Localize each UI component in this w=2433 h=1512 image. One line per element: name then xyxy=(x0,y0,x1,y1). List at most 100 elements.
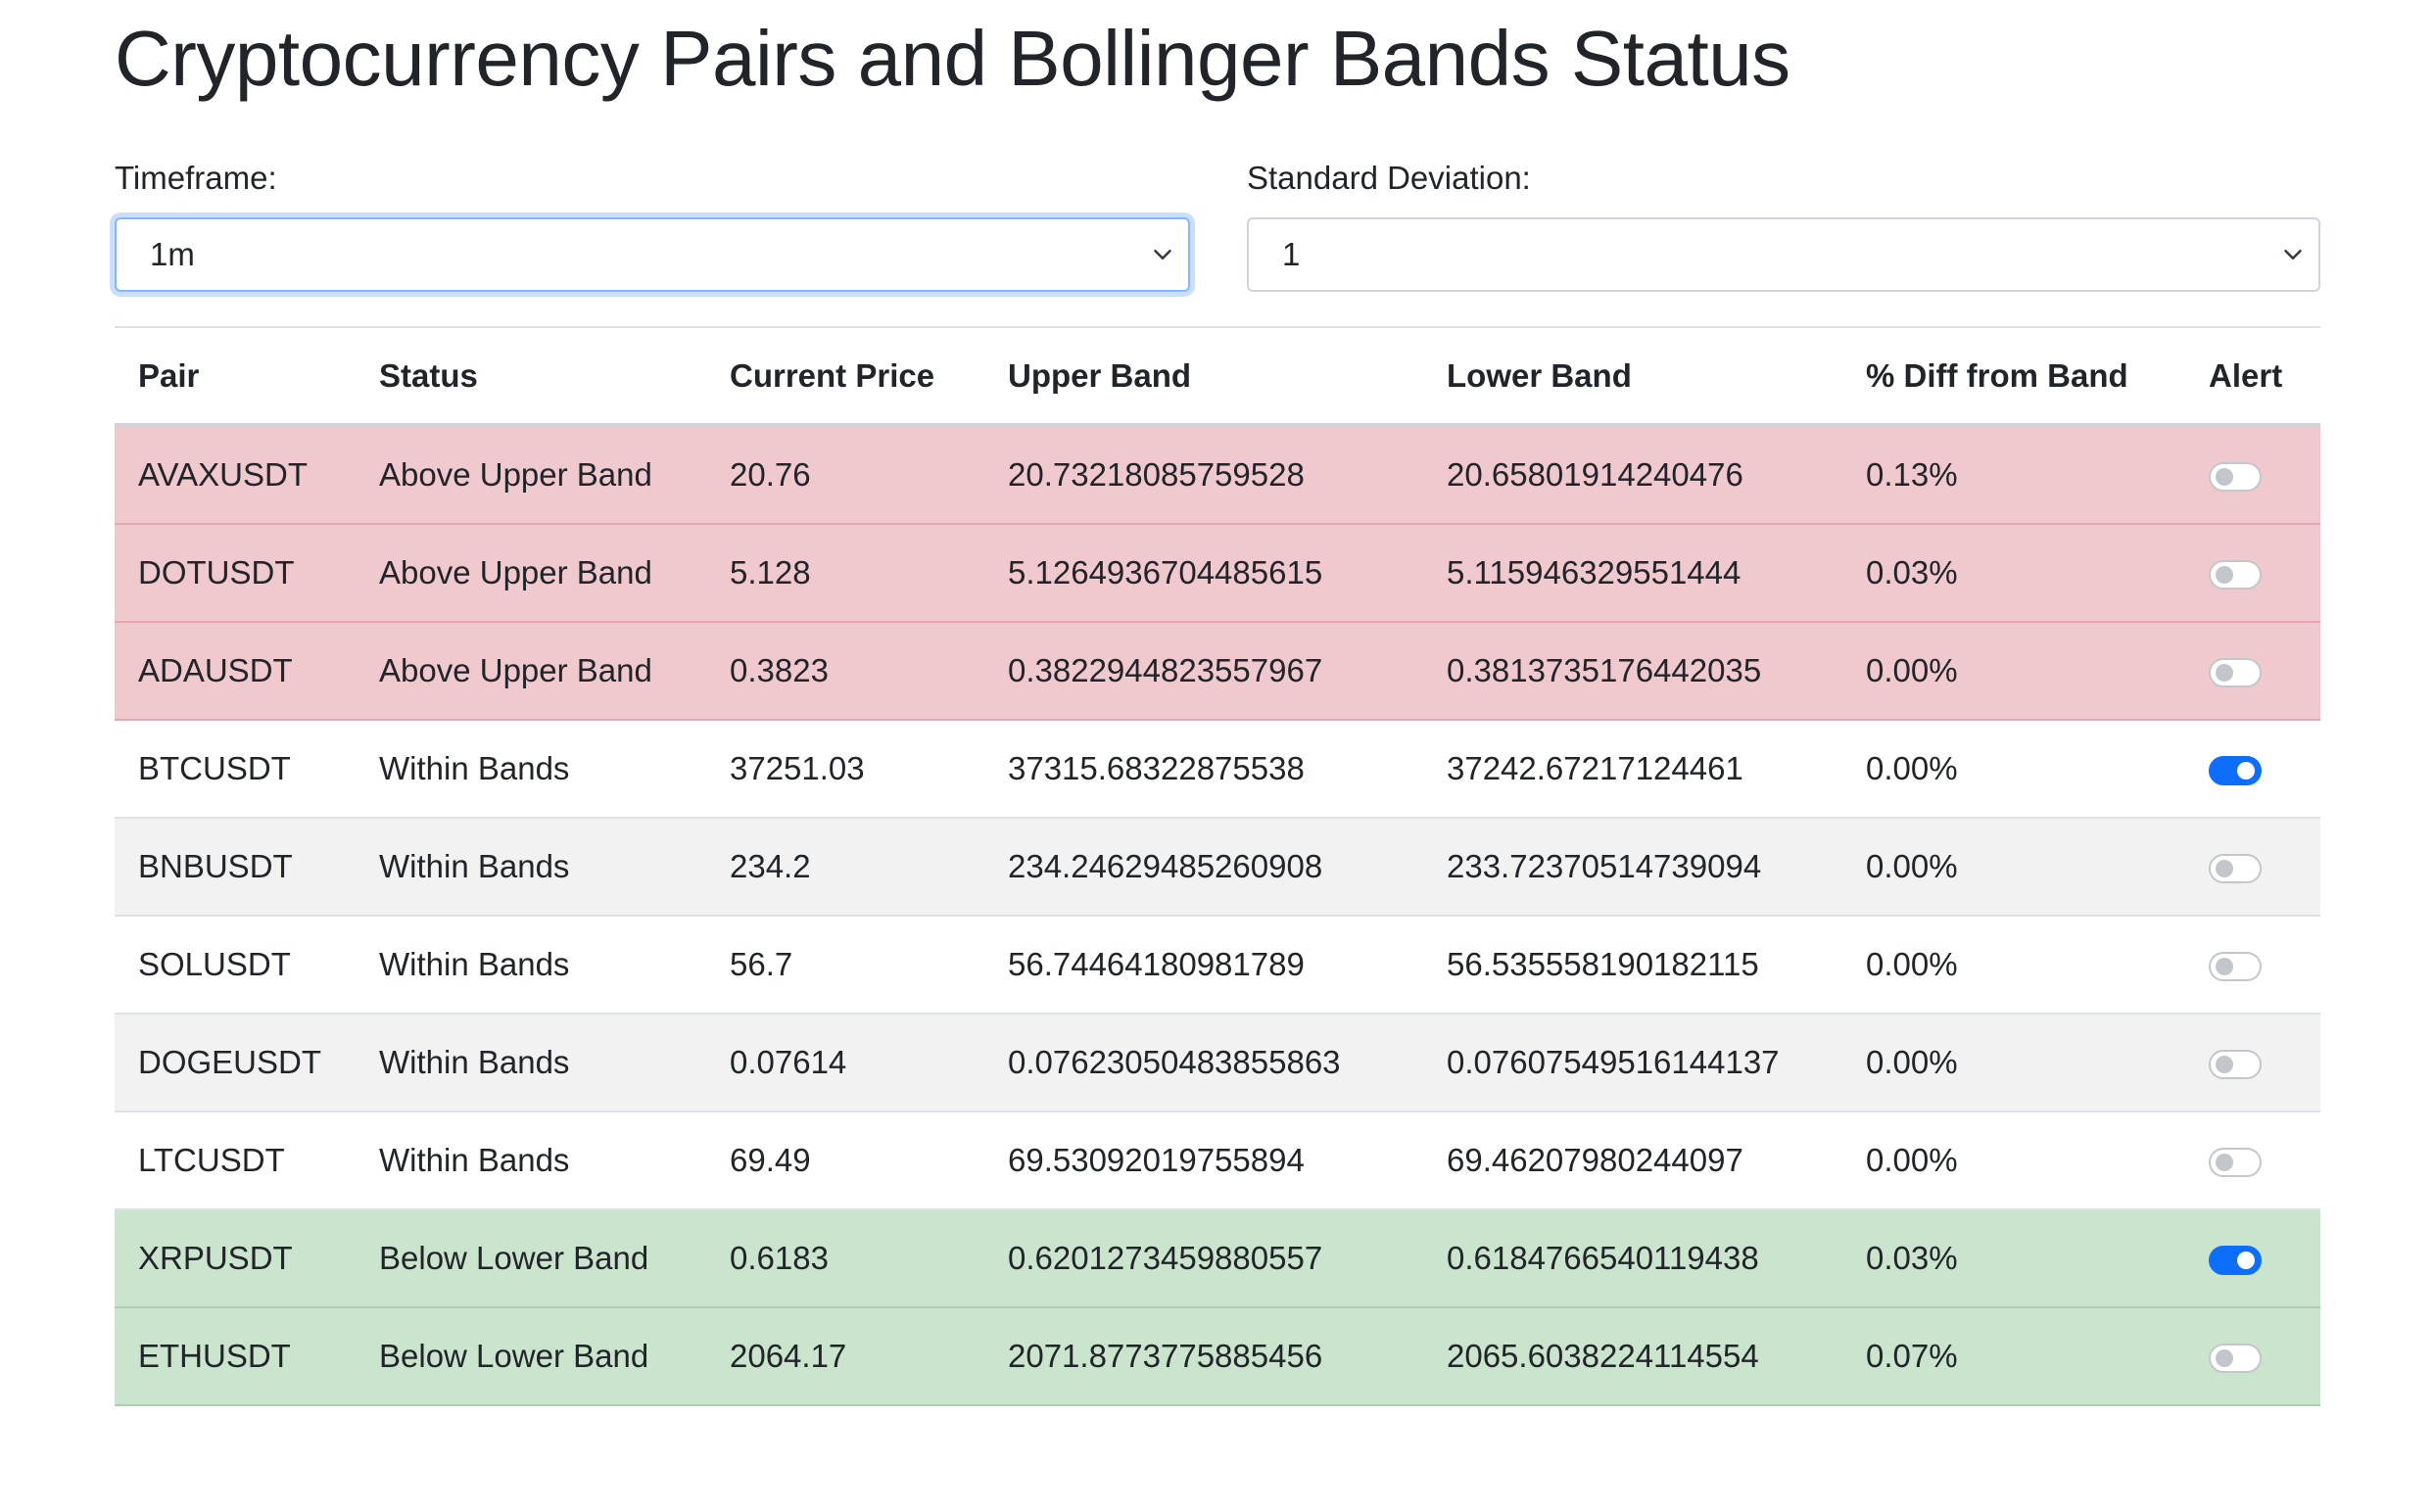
alert-cell xyxy=(2185,818,2320,917)
alert-toggle[interactable] xyxy=(2209,462,2262,493)
alert-cell xyxy=(2185,916,2320,1015)
timeframe-select[interactable]: 1m xyxy=(115,217,1190,292)
pair-cell: BNBUSDT xyxy=(115,818,356,917)
chevron-down-icon xyxy=(1154,250,1171,260)
price-cell: 37251.03 xyxy=(706,720,984,819)
lower-band-cell: 56.535558190182115 xyxy=(1423,916,1842,1015)
price-cell: 0.6183 xyxy=(706,1209,984,1308)
table-row: BNBUSDT Within Bands 234.2 234.246294852… xyxy=(115,818,2320,917)
toggle-knob xyxy=(2216,860,2233,878)
table-row: ADAUSDT Above Upper Band 0.3823 0.382294… xyxy=(115,622,2320,721)
std-dev-select[interactable]: 1 xyxy=(1247,217,2320,292)
timeframe-value: 1m xyxy=(150,236,195,272)
alert-toggle[interactable] xyxy=(2209,560,2262,591)
alert-cell xyxy=(2185,1014,2320,1112)
toggle-knob xyxy=(2237,1252,2255,1270)
status-cell: Above Upper Band xyxy=(356,622,706,721)
pair-cell: AVAXUSDT xyxy=(115,425,356,525)
table-row: DOGEUSDT Within Bands 0.07614 0.07623050… xyxy=(115,1014,2320,1112)
price-cell: 0.07614 xyxy=(706,1014,984,1112)
diff-cell: 0.00% xyxy=(1842,720,2185,819)
diff-cell: 0.07% xyxy=(1842,1307,2185,1406)
std-dev-control: Standard Deviation: 1 xyxy=(1247,157,2320,292)
price-cell: 2064.17 xyxy=(706,1307,984,1406)
chevron-down-icon xyxy=(2284,250,2302,260)
status-cell: Within Bands xyxy=(356,818,706,917)
toggle-knob xyxy=(2216,1349,2233,1368)
price-cell: 5.128 xyxy=(706,524,984,623)
std-dev-value: 1 xyxy=(1282,236,1301,272)
alert-toggle[interactable] xyxy=(2209,1148,2262,1178)
pair-cell: XRPUSDT xyxy=(115,1209,356,1308)
status-cell: Within Bands xyxy=(356,916,706,1015)
toggle-knob xyxy=(2216,958,2233,976)
pair-cell: BTCUSDT xyxy=(115,720,356,819)
timeframe-label: Timeframe: xyxy=(115,160,277,196)
header-lower-band: Lower Band xyxy=(1423,328,1842,427)
diff-cell: 0.00% xyxy=(1842,818,2185,917)
table-row: AVAXUSDT Above Upper Band 20.76 20.73218… xyxy=(115,425,2320,525)
std-dev-label: Standard Deviation: xyxy=(1247,160,1531,196)
alert-cell xyxy=(2185,1209,2320,1308)
pair-cell: LTCUSDT xyxy=(115,1111,356,1210)
pair-cell: ETHUSDT xyxy=(115,1307,356,1406)
lower-band-cell: 5.115946329551444 xyxy=(1423,524,1842,623)
lower-band-cell: 37242.67217124461 xyxy=(1423,720,1842,819)
upper-band-cell: 37315.68322875538 xyxy=(984,720,1423,819)
alert-cell xyxy=(2185,622,2320,721)
pair-cell: DOTUSDT xyxy=(115,524,356,623)
status-cell: Within Bands xyxy=(356,1111,706,1210)
alert-toggle[interactable] xyxy=(2209,1050,2262,1080)
alert-cell xyxy=(2185,524,2320,623)
diff-cell: 0.00% xyxy=(1842,1111,2185,1210)
upper-band-cell: 56.74464180981789 xyxy=(984,916,1423,1015)
diff-cell: 0.03% xyxy=(1842,1209,2185,1308)
header-current-price: Current Price xyxy=(706,328,984,427)
alert-toggle[interactable] xyxy=(2209,1246,2262,1276)
divider xyxy=(115,326,2320,328)
diff-cell: 0.00% xyxy=(1842,1014,2185,1112)
alert-toggle[interactable] xyxy=(2209,952,2262,982)
lower-band-cell: 0.6184766540119438 xyxy=(1423,1209,1842,1308)
price-cell: 234.2 xyxy=(706,818,984,917)
lower-band-cell: 233.72370514739094 xyxy=(1423,818,1842,917)
header-diff: % Diff from Band xyxy=(1842,328,2185,427)
toggle-knob xyxy=(2216,1154,2233,1172)
upper-band-cell: 234.24629485260908 xyxy=(984,818,1423,917)
table-row: SOLUSDT Within Bands 56.7 56.74464180981… xyxy=(115,916,2320,1015)
toggle-knob xyxy=(2216,1056,2233,1074)
table-row: BTCUSDT Within Bands 37251.03 37315.6832… xyxy=(115,720,2320,819)
toggle-knob xyxy=(2237,762,2255,780)
alert-toggle[interactable] xyxy=(2209,756,2262,786)
alert-cell xyxy=(2185,1111,2320,1210)
status-cell: Within Bands xyxy=(356,720,706,819)
status-cell: Below Lower Band xyxy=(356,1209,706,1308)
status-cell: Above Upper Band xyxy=(356,524,706,623)
table-row: ETHUSDT Below Lower Band 2064.17 2071.87… xyxy=(115,1307,2320,1406)
price-cell: 0.3823 xyxy=(706,622,984,721)
lower-band-cell: 0.07607549516144137 xyxy=(1423,1014,1842,1112)
upper-band-cell: 0.6201273459880557 xyxy=(984,1209,1423,1308)
status-cell: Above Upper Band xyxy=(356,425,706,525)
upper-band-cell: 20.73218085759528 xyxy=(984,425,1423,525)
upper-band-cell: 0.3822944823557967 xyxy=(984,622,1423,721)
table-row: XRPUSDT Below Lower Band 0.6183 0.620127… xyxy=(115,1209,2320,1308)
lower-band-cell: 2065.6038224114554 xyxy=(1423,1307,1842,1406)
alert-toggle[interactable] xyxy=(2209,854,2262,884)
alert-toggle[interactable] xyxy=(2209,658,2262,688)
toggle-knob xyxy=(2216,468,2233,487)
alert-cell xyxy=(2185,1307,2320,1406)
alert-toggle[interactable] xyxy=(2209,1344,2262,1374)
diff-cell: 0.00% xyxy=(1842,916,2185,1015)
diff-cell: 0.00% xyxy=(1842,622,2185,721)
header-alert: Alert xyxy=(2185,328,2320,427)
upper-band-cell: 0.07623050483855863 xyxy=(984,1014,1423,1112)
page-title: Cryptocurrency Pairs and Bollinger Bands… xyxy=(115,15,1790,102)
upper-band-cell: 2071.8773775885456 xyxy=(984,1307,1423,1406)
toggle-knob xyxy=(2216,566,2233,585)
table-header: Pair Status Current Price Upper Band Low… xyxy=(115,328,2320,427)
toggle-knob xyxy=(2216,664,2233,683)
pair-cell: DOGEUSDT xyxy=(115,1014,356,1112)
upper-band-cell: 5.1264936704485615 xyxy=(984,524,1423,623)
price-cell: 56.7 xyxy=(706,916,984,1015)
